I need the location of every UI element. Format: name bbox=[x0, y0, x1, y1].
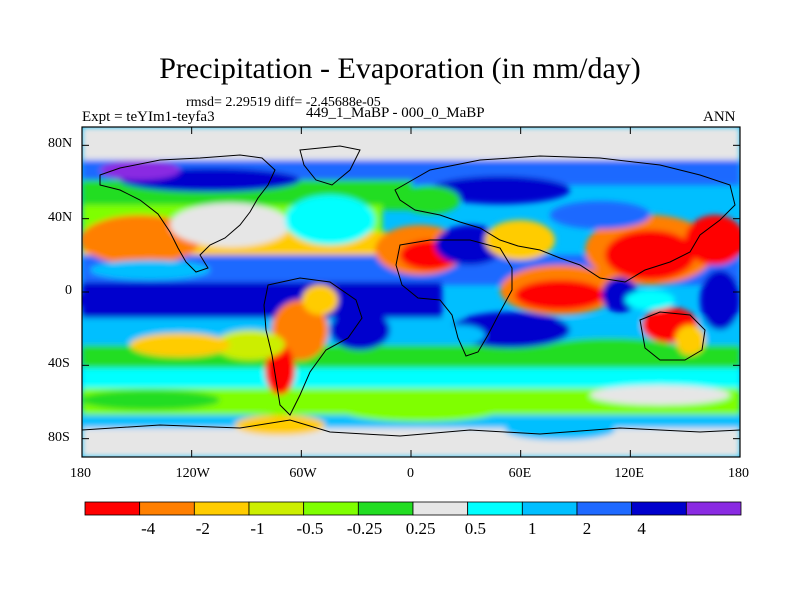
colorbar-box bbox=[576, 501, 633, 516]
lon-tick-label: 120W bbox=[175, 466, 210, 481]
colorbar-box bbox=[357, 501, 414, 516]
colorbar-label: -1 bbox=[250, 519, 265, 538]
colorbar-box bbox=[84, 501, 141, 516]
colorbar-box bbox=[303, 501, 359, 516]
stats-line: rmsd= 2.29519 diff= -2.45688e-05 bbox=[186, 95, 381, 110]
difference-label: 449_1_MaBP - 000_0_MaBP bbox=[306, 105, 485, 121]
lon-tick-label: 60E bbox=[508, 466, 532, 481]
colorbar-label: -0.25 bbox=[346, 519, 383, 538]
colorbar-label: -0.5 bbox=[296, 519, 324, 538]
coastlines bbox=[81, 145, 741, 437]
lon-tick-label: 180 bbox=[728, 466, 749, 481]
colorbar-box bbox=[412, 501, 469, 516]
lat-tick-label: 80N bbox=[48, 136, 73, 152]
colorbar-label: 4 bbox=[637, 519, 646, 538]
colorbar-box bbox=[139, 501, 195, 516]
lat-tick-label: 40N bbox=[48, 209, 73, 225]
colorbar-label: 2 bbox=[582, 519, 592, 538]
colorbar-box bbox=[521, 501, 578, 516]
colorbar-label: 1 bbox=[528, 519, 537, 538]
colorbar-box bbox=[631, 501, 687, 516]
colorbar-label: -2 bbox=[195, 519, 210, 538]
season-label: ANN bbox=[703, 109, 736, 125]
lat-tick-label: 0 bbox=[65, 283, 72, 298]
colorbar-box bbox=[193, 501, 250, 516]
colorbar-box bbox=[248, 501, 305, 516]
lon-tick-label: 60W bbox=[289, 466, 317, 481]
axis-ticks bbox=[81, 127, 741, 457]
lat-tick-label: 40S bbox=[48, 356, 70, 372]
lon-tick-label: 0 bbox=[407, 466, 414, 481]
lat-tick-label: 80S bbox=[48, 429, 70, 445]
colorbar-label: -4 bbox=[141, 519, 156, 538]
colorbar-box bbox=[467, 501, 523, 516]
lon-tick-label: 120E bbox=[614, 466, 644, 481]
colorbar-label: 0.5 bbox=[464, 519, 487, 538]
plot-title: Precipitation - Evaporation (in mm/day) bbox=[159, 52, 641, 85]
lon-tick-label: 180 bbox=[70, 466, 91, 481]
colorbar-box bbox=[685, 501, 742, 516]
colorbar-label: 0.25 bbox=[405, 519, 436, 538]
experiment-label: Expt = teYIm1-teyfa3 bbox=[82, 109, 215, 125]
